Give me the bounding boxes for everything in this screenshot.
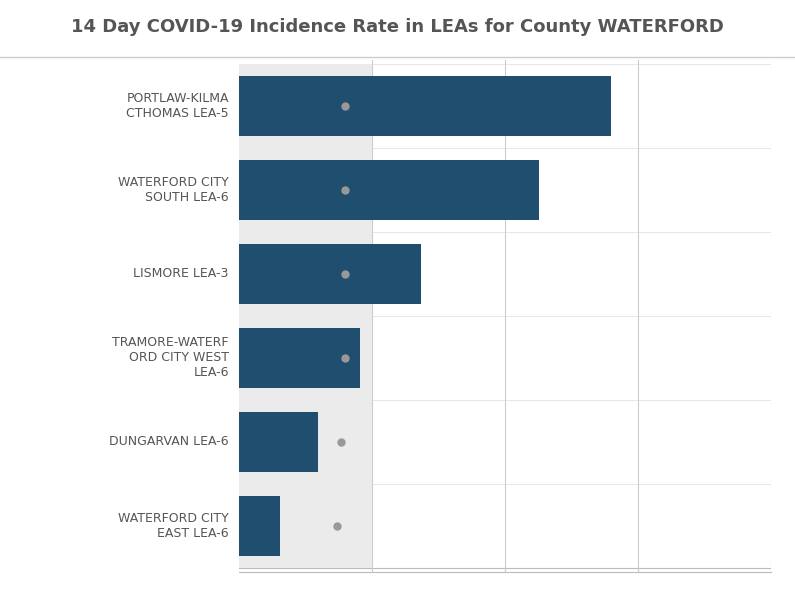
Bar <box>238 76 611 136</box>
Bar <box>238 496 281 556</box>
Bar <box>238 412 318 472</box>
Bar <box>238 316 372 400</box>
Bar <box>238 148 372 232</box>
Bar <box>238 64 372 148</box>
Bar <box>238 160 539 220</box>
Bar <box>238 232 372 316</box>
Bar <box>238 400 372 484</box>
Bar <box>238 244 421 304</box>
Text: 14 Day COVID-19 Incidence Rate in LEAs for County WATERFORD: 14 Day COVID-19 Incidence Rate in LEAs f… <box>71 18 724 36</box>
Bar <box>238 484 372 568</box>
Bar <box>238 328 360 388</box>
